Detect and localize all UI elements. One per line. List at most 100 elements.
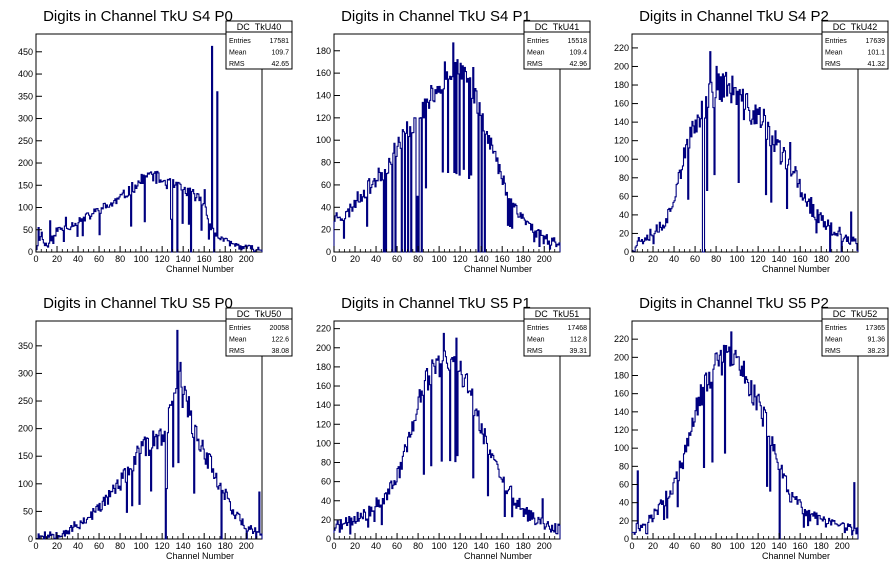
- stats-box: [225, 20, 293, 70]
- y-tick-label: 300: [18, 368, 33, 378]
- stats-key: Entries: [825, 38, 847, 45]
- x-tick-label: 0: [629, 254, 634, 264]
- y-tick-label: 220: [316, 324, 331, 334]
- y-tick-label: 150: [18, 180, 33, 190]
- y-tick-label: 120: [614, 425, 629, 435]
- y-tick-label: 50: [23, 506, 33, 516]
- x-axis-label: Channel Number: [166, 264, 234, 274]
- stats-value: 122.6: [271, 337, 289, 344]
- y-tick-label: 180: [316, 362, 331, 372]
- y-tick-label: 80: [619, 461, 629, 471]
- x-tick-label: 200: [537, 541, 552, 551]
- x-tick-label: 60: [94, 541, 104, 551]
- y-tick-label: 100: [316, 438, 331, 448]
- stats-value: 17581: [270, 38, 290, 45]
- stats-value: 17365: [866, 325, 886, 332]
- x-tick-label: 120: [751, 541, 766, 551]
- y-tick-label: 0: [624, 247, 629, 257]
- x-tick-label: 200: [835, 541, 850, 551]
- y-tick-label: 100: [316, 135, 331, 145]
- x-tick-label: 180: [516, 254, 531, 264]
- x-tick-label: 0: [33, 254, 38, 264]
- stats-key: RMS: [527, 348, 543, 355]
- x-tick-label: 100: [432, 541, 447, 551]
- y-tick-label: 20: [321, 515, 331, 525]
- y-tick-label: 180: [316, 46, 331, 56]
- x-tick-label: 60: [94, 254, 104, 264]
- stats-key: Mean: [527, 337, 545, 344]
- x-tick-label: 140: [176, 541, 191, 551]
- histogram-panel-3: Digits in Channel TkU S4 P2 0 20 40 60 80 100 1…: [614, 8, 889, 274]
- stats-key: Mean: [229, 337, 247, 344]
- plot-frame: [333, 33, 561, 253]
- x-tick-label: 200: [239, 541, 254, 551]
- stats-box: [225, 307, 293, 357]
- y-tick-label: 20: [321, 225, 331, 235]
- chart-title: Digits in Channel TkU S4 P2: [639, 8, 829, 25]
- x-tick-label: 40: [73, 541, 83, 551]
- stats-box: [821, 307, 889, 357]
- x-tick-label: 0: [331, 254, 336, 264]
- stats-name: DC_TkU42: [833, 22, 878, 32]
- x-tick-label: 140: [772, 541, 787, 551]
- stats-name: DC_TkU41: [535, 22, 580, 32]
- stats-value: 20058: [270, 325, 290, 332]
- x-tick-label: 140: [474, 541, 489, 551]
- x-tick-label: 80: [711, 254, 721, 264]
- x-tick-label: 140: [772, 254, 787, 264]
- stats-value: 109.7: [271, 50, 289, 57]
- y-tick-label: 0: [28, 534, 33, 544]
- stats-key: Entries: [229, 325, 251, 332]
- stats-key: RMS: [825, 61, 841, 68]
- y-tick-label: 100: [614, 443, 629, 453]
- chart-title: Digits in Channel TkU S5 P0: [43, 295, 233, 312]
- x-tick-label: 140: [176, 254, 191, 264]
- x-axis-label: Channel Number: [762, 551, 830, 561]
- x-tick-label: 20: [648, 541, 658, 551]
- stats-value: 15518: [568, 38, 588, 45]
- y-tick-label: 60: [321, 180, 331, 190]
- x-tick-label: 160: [793, 254, 808, 264]
- x-tick-label: 60: [690, 254, 700, 264]
- y-tick-label: 120: [316, 113, 331, 123]
- stats-name: DC_TkU40: [237, 22, 282, 32]
- x-tick-label: 20: [350, 541, 360, 551]
- y-tick-label: 200: [18, 424, 33, 434]
- stats-key: RMS: [229, 61, 245, 68]
- y-tick-label: 400: [18, 69, 33, 79]
- x-tick-label: 0: [331, 541, 336, 551]
- x-tick-label: 160: [197, 254, 212, 264]
- plot-frame: [35, 33, 263, 253]
- x-tick-label: 40: [371, 254, 381, 264]
- x-tick-label: 0: [33, 541, 38, 551]
- y-tick-label: 180: [614, 371, 629, 381]
- histogram-panel-4: Digits in Channel TkU S5 P0 0 20 40 60 80 100 1…: [18, 295, 293, 561]
- x-tick-label: 100: [134, 254, 149, 264]
- stats-key: Entries: [527, 38, 549, 45]
- y-tick-label: 350: [18, 91, 33, 101]
- x-tick-label: 160: [495, 254, 510, 264]
- x-axis-label: Channel Number: [464, 551, 532, 561]
- x-tick-label: 60: [392, 254, 402, 264]
- histogram-panel-6: Digits in Channel TkU S5 P2 0 20 40 60 80 100 1…: [614, 295, 889, 561]
- plot-frame: [35, 320, 263, 540]
- x-tick-label: 20: [648, 254, 658, 264]
- y-tick-label: 160: [316, 68, 331, 78]
- x-axis-label: Channel Number: [762, 264, 830, 274]
- y-tick-label: 200: [18, 158, 33, 168]
- x-tick-label: 120: [751, 254, 766, 264]
- y-tick-label: 40: [321, 202, 331, 212]
- stats-value: 101.1: [867, 50, 885, 57]
- x-tick-label: 180: [218, 541, 233, 551]
- x-tick-label: 100: [432, 254, 447, 264]
- x-tick-label: 100: [730, 541, 745, 551]
- stats-value: 38.08: [271, 348, 289, 355]
- x-tick-label: 120: [453, 541, 468, 551]
- x-tick-label: 80: [711, 541, 721, 551]
- stats-box: [523, 20, 591, 70]
- stats-value: 38.23: [867, 348, 885, 355]
- stats-value: 42.96: [569, 61, 587, 68]
- stats-key: Entries: [527, 325, 549, 332]
- histogram-line: [333, 42, 561, 253]
- stats-value: 42.65: [271, 61, 289, 68]
